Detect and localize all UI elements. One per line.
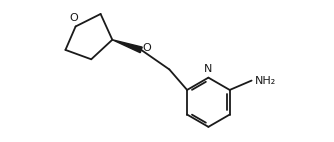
Text: N: N xyxy=(204,64,212,74)
Text: O: O xyxy=(70,13,78,23)
Polygon shape xyxy=(112,40,142,53)
Text: NH₂: NH₂ xyxy=(255,76,276,86)
Text: O: O xyxy=(143,43,152,53)
